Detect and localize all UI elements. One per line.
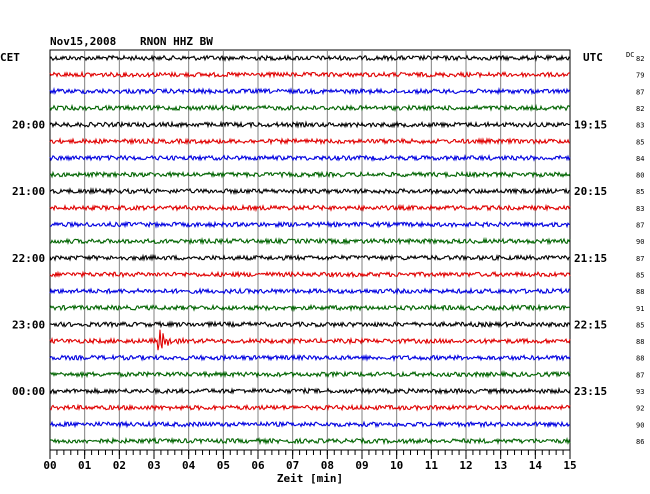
x-axis-label: Zeit [min] bbox=[277, 472, 343, 485]
header-date: Nov15,2008 bbox=[50, 35, 116, 48]
dc-offset-label: 85 bbox=[636, 321, 644, 329]
dc-offset-label: 83 bbox=[636, 205, 644, 213]
trace-row bbox=[49, 370, 571, 379]
right-time-label: 22:15 bbox=[574, 318, 607, 331]
left-timezone-label: CET bbox=[0, 51, 20, 64]
right-time-label: 20:15 bbox=[574, 185, 607, 198]
trace-row bbox=[49, 320, 571, 329]
trace-row bbox=[49, 103, 571, 112]
dc-offset-label: 87 bbox=[636, 88, 644, 96]
right-timezone-label: UTC bbox=[583, 51, 603, 64]
trace-row bbox=[49, 137, 571, 146]
x-tick-label: 15 bbox=[563, 459, 576, 472]
dc-offset-label: 82 bbox=[636, 55, 644, 63]
trace-row bbox=[49, 270, 571, 279]
dc-label: DC bbox=[626, 51, 634, 59]
labels: 00 01 02 03 04 05 06 07 08 09 10 11 12 13 14 15 82 79 87 82… bbox=[12, 55, 644, 472]
x-tick-label: 02 bbox=[113, 459, 126, 472]
dc-offset-label: 88 bbox=[636, 355, 644, 363]
traces bbox=[49, 54, 571, 446]
dc-offset-label: 87 bbox=[636, 255, 644, 263]
trace-row bbox=[49, 153, 571, 162]
x-tick-label: 05 bbox=[217, 459, 230, 472]
right-time-label: 19:15 bbox=[574, 119, 607, 132]
x-tick-label: 06 bbox=[251, 459, 265, 472]
dc-offset-label: 84 bbox=[636, 155, 644, 163]
dc-offset-label: 90 bbox=[636, 238, 644, 246]
left-time-label: 00:00 bbox=[12, 385, 45, 398]
dc-offset-label: 80 bbox=[636, 172, 644, 180]
x-tick-label: 03 bbox=[147, 459, 160, 472]
trace-row bbox=[49, 86, 571, 96]
x-tick-label: 00 bbox=[43, 459, 56, 472]
left-time-label: 22:00 bbox=[12, 252, 45, 265]
trace-row bbox=[49, 353, 571, 363]
dc-offset-label: 93 bbox=[636, 388, 644, 396]
trace-row bbox=[49, 70, 570, 79]
trace-row bbox=[49, 170, 571, 179]
dc-offset-label: 87 bbox=[636, 222, 644, 230]
trace-row bbox=[49, 203, 571, 213]
trace-row bbox=[49, 236, 571, 246]
left-time-label: 23:00 bbox=[12, 318, 45, 331]
right-time-label: 21:15 bbox=[574, 252, 607, 265]
dc-offset-label: 79 bbox=[636, 72, 644, 80]
trace-row bbox=[49, 436, 571, 446]
trace-row bbox=[49, 386, 571, 396]
x-tick-label: 13 bbox=[494, 459, 507, 472]
dc-offset-label: 83 bbox=[636, 122, 644, 130]
dc-offset-label: 86 bbox=[636, 438, 644, 446]
trace-row bbox=[49, 286, 571, 296]
trace-row bbox=[49, 329, 571, 351]
x-tick-label: 10 bbox=[390, 459, 403, 472]
dc-offset-label: 85 bbox=[636, 188, 644, 196]
trace-row bbox=[49, 303, 571, 313]
trace-row bbox=[49, 120, 571, 129]
trace-row bbox=[49, 420, 571, 429]
x-tick-label: 12 bbox=[459, 459, 472, 472]
x-tick-label: 04 bbox=[182, 459, 196, 472]
x-tick-label: 11 bbox=[425, 459, 439, 472]
trace-row bbox=[49, 253, 571, 263]
trace-row bbox=[50, 220, 571, 229]
grid bbox=[49, 49, 571, 459]
trace-row bbox=[49, 403, 571, 412]
trace-row bbox=[49, 54, 571, 63]
trace-row bbox=[49, 187, 571, 196]
dc-offset-label: 88 bbox=[636, 338, 644, 346]
dc-offset-label: 88 bbox=[636, 288, 644, 296]
dc-offset-label: 82 bbox=[636, 105, 644, 113]
header-station: RNON HHZ BW bbox=[140, 35, 213, 48]
left-time-label: 20:00 bbox=[12, 119, 45, 132]
dc-offset-label: 90 bbox=[636, 421, 644, 429]
dc-offset-label: 91 bbox=[636, 305, 644, 313]
dc-offset-label: 85 bbox=[636, 138, 644, 146]
right-time-label: 23:15 bbox=[574, 385, 607, 398]
left-time-label: 21:00 bbox=[12, 185, 45, 198]
x-tick-label: 01 bbox=[78, 459, 92, 472]
dc-offset-label: 87 bbox=[636, 371, 644, 379]
dc-offset-label: 92 bbox=[636, 405, 644, 413]
x-tick-label: 09 bbox=[355, 459, 368, 472]
plot-frame bbox=[49, 49, 571, 451]
x-tick-label: 07 bbox=[286, 459, 299, 472]
x-tick-label: 08 bbox=[321, 459, 334, 472]
dc-offset-label: 85 bbox=[636, 271, 644, 279]
x-tick-label: 14 bbox=[529, 459, 543, 472]
